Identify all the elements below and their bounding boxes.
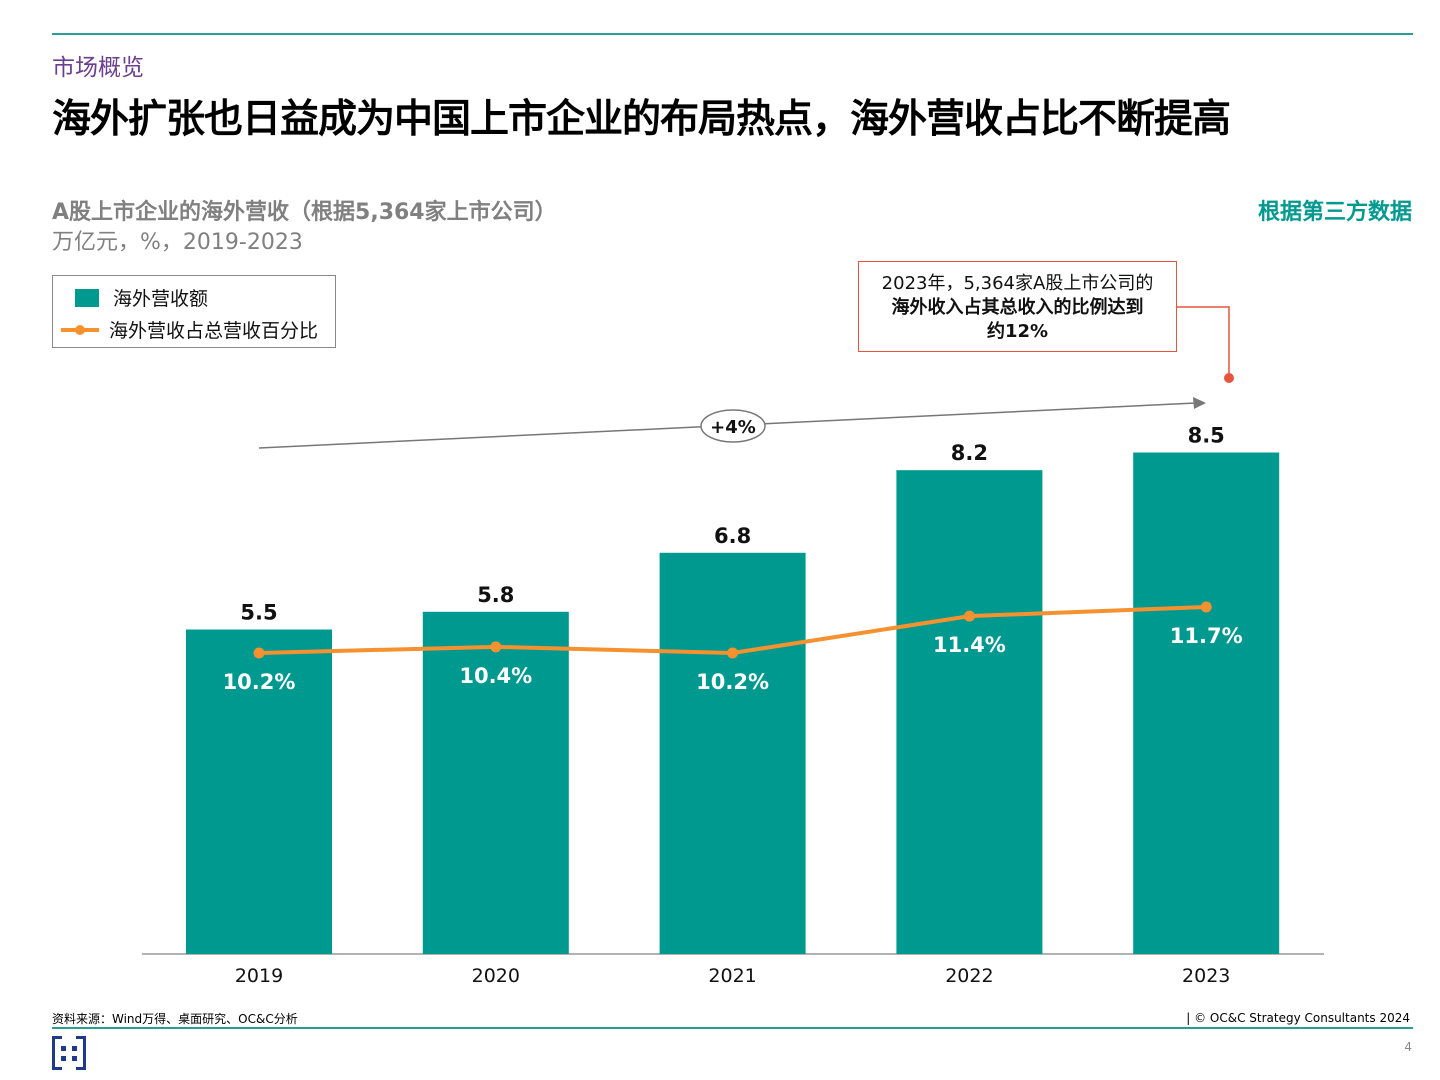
- bar-value-label: 5.5: [240, 601, 277, 625]
- legend-item-bar: 海外营收额: [71, 284, 208, 311]
- bottom-divider: [52, 1027, 1413, 1029]
- page-title: 海外扩张也日益成为中国上市企业的布局热点，海外营收占比不断提高: [52, 97, 1231, 142]
- legend: 海外营收额 海外营收占总营收百分比: [52, 275, 336, 348]
- line-value-label: 11.4%: [933, 633, 1006, 657]
- section-label: 市场概览: [52, 55, 144, 81]
- line-value-label: 10.2%: [223, 670, 296, 694]
- callout-dot: [1224, 373, 1234, 383]
- bar: [1133, 452, 1280, 954]
- callout-line: 海外收入占其总收入的比例达到: [891, 297, 1144, 318]
- top-divider: [52, 33, 1413, 35]
- bar-value-label: 8.5: [1188, 424, 1225, 448]
- x-tick-label: 2022: [945, 965, 993, 987]
- footer-copyright: | © OC&C Strategy Consultants 2024: [1186, 1011, 1410, 1025]
- line-point: [490, 641, 502, 653]
- bar-value-label: 5.8: [477, 583, 514, 607]
- line-point: [1200, 601, 1212, 613]
- line-point: [963, 610, 975, 622]
- chart-subtitle: 万亿元，%，2019-2023: [52, 230, 303, 255]
- x-tick-label: 2019: [235, 965, 283, 987]
- legend-item-line: 海外营收占总营收百分比: [61, 316, 318, 343]
- chart-title: A股上市企业的海外营收（根据5,364家上市公司）: [52, 200, 557, 225]
- x-tick-label: 2023: [1182, 965, 1230, 987]
- line-value-label: 10.2%: [696, 670, 769, 694]
- bar: [659, 552, 806, 954]
- x-tick-label: 2021: [708, 965, 756, 987]
- bar-value-label: 8.2: [951, 441, 988, 465]
- legend-label: 海外营收占总营收百分比: [109, 320, 319, 342]
- cagr-badge: [700, 409, 766, 443]
- line-value-label: 11.7%: [1170, 624, 1243, 648]
- legend-label: 海外营收额: [113, 288, 209, 310]
- legend-swatch-bar: [75, 288, 99, 307]
- page-number: 4: [1404, 1040, 1412, 1054]
- bar: [186, 629, 332, 954]
- arrow-head-icon: [1193, 397, 1206, 409]
- bar-value-label: 6.8: [714, 524, 751, 548]
- line-value-label: 10.4%: [459, 664, 532, 688]
- footer-source: 资料来源：Wind万得、桌面研究、OC&C分析: [52, 1012, 298, 1026]
- data-source-tag: 根据第三方数据: [1257, 200, 1412, 225]
- legend-swatch-line: [61, 324, 99, 335]
- company-logo-icon: [52, 1036, 86, 1070]
- cagr-label: +4%: [710, 417, 756, 438]
- line-point: [253, 647, 265, 659]
- callout-line: 2023年，5,364家A股上市公司的: [881, 273, 1154, 294]
- x-tick-label: 2020: [472, 965, 520, 987]
- bar: [422, 611, 569, 954]
- line-point: [727, 647, 739, 659]
- callout-connector: [1177, 306, 1230, 378]
- callout-line: 约12%: [986, 321, 1049, 342]
- callout-box: 2023年，5,364家A股上市公司的 海外收入占其总收入的比例达到 约12%: [858, 261, 1177, 352]
- bar: [896, 470, 1043, 954]
